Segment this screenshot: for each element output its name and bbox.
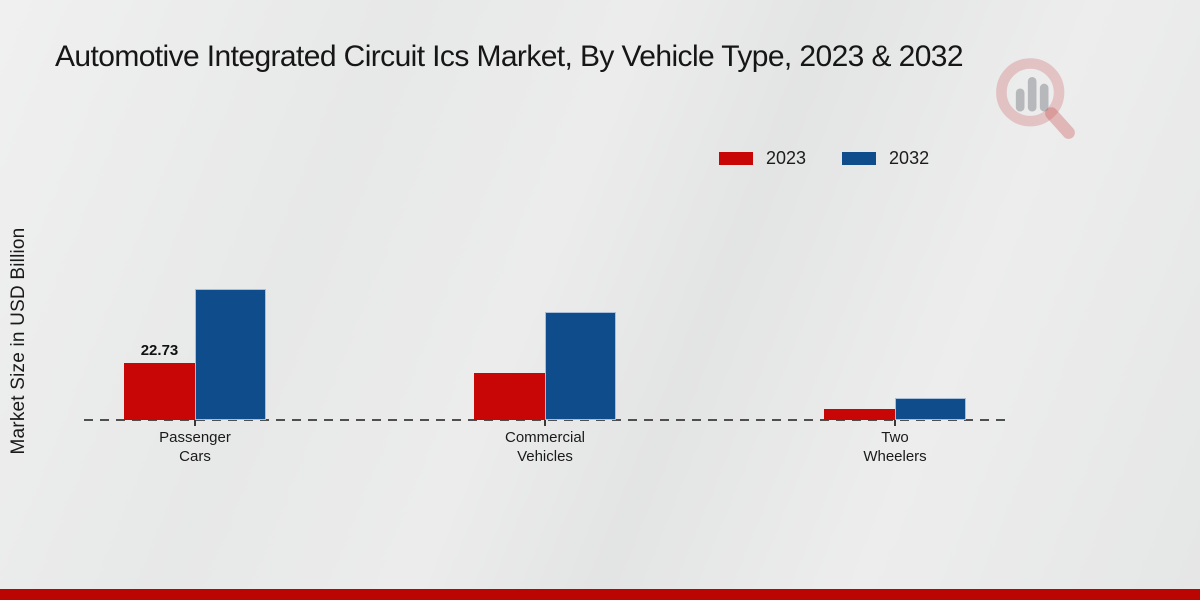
legend-label-2023: 2023: [766, 148, 807, 168]
category-label-commercial-vehicles: Commercial Vehicles: [504, 429, 585, 465]
legend-swatch-2023: [719, 152, 753, 165]
bar-2032-passenger-cars: [195, 289, 266, 420]
legend-item-2023: 2023: [719, 148, 806, 169]
magnifier-bar-chart-icon: [988, 52, 1084, 148]
category-label-passenger-cars: Passenger Cars: [159, 429, 231, 465]
x-axis-tick-passenger-cars: [194, 420, 196, 426]
legend: 2023 2032: [719, 148, 929, 169]
x-axis-tick-commercial-vehicles: [544, 420, 546, 426]
category-label-two-wheelers: Two Wheelers: [863, 429, 927, 465]
bar-value-label: 22.73: [140, 342, 179, 359]
bar-2032-commercial-vehicles: [545, 312, 616, 420]
bar-2023-passenger-cars: [124, 363, 195, 420]
footer-accent-bar: [0, 589, 1200, 600]
chart-title: Automotive Integrated Circuit Ics Market…: [55, 40, 964, 73]
legend-item-2032: 2032: [842, 148, 929, 169]
bar-2023-commercial-vehicles: [474, 373, 545, 420]
x-axis-tick-two-wheelers: [894, 420, 896, 426]
legend-swatch-2032: [842, 152, 877, 165]
bar-2023-two-wheelers: [824, 409, 895, 420]
bar-2032-two-wheelers: [895, 398, 966, 420]
legend-label-2032: 2032: [889, 148, 930, 168]
